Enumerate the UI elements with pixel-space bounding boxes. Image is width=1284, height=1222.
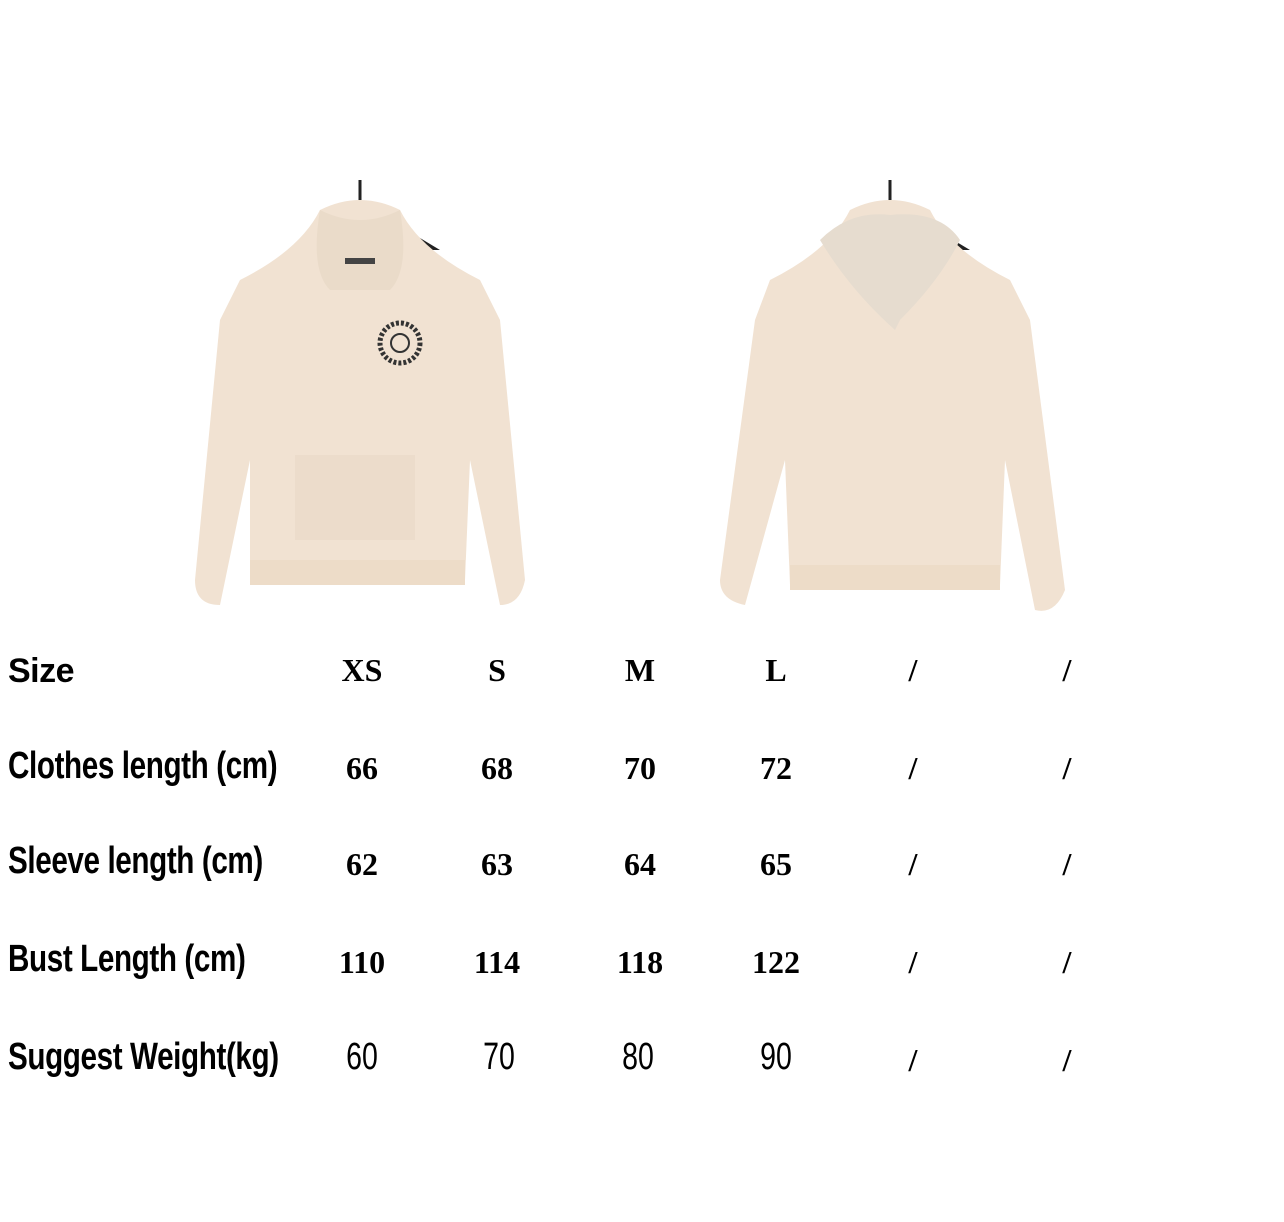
table-cell: / bbox=[1062, 944, 1072, 980]
table-cell: 60 bbox=[346, 1036, 378, 1078]
hoodie-back-image bbox=[720, 180, 1065, 611]
table-cell: 122 bbox=[752, 944, 800, 980]
table-cell: 66 bbox=[346, 750, 378, 786]
size-m: M bbox=[624, 652, 656, 688]
table-cell: 118 bbox=[616, 944, 664, 980]
row-label: Sleeve length (cm) bbox=[8, 840, 263, 882]
table-cell: 70 bbox=[483, 1036, 515, 1078]
row-label: Suggest Weight(kg) bbox=[8, 1036, 279, 1078]
size-l: L bbox=[765, 652, 787, 688]
size-s: S bbox=[488, 652, 506, 688]
table-cell: 90 bbox=[760, 1036, 792, 1078]
size-empty: / bbox=[908, 652, 918, 688]
hoodie-front-image bbox=[195, 180, 525, 605]
row-label: Bust Length (cm) bbox=[8, 938, 246, 980]
table-cell: 110 bbox=[338, 944, 386, 980]
table-cell: 62 bbox=[346, 846, 378, 882]
table-cell: / bbox=[1062, 1042, 1072, 1078]
table-cell: 68 bbox=[481, 750, 513, 786]
size-label: Size bbox=[8, 652, 75, 690]
table-cell: / bbox=[908, 750, 918, 786]
table-cell: 80 bbox=[622, 1036, 654, 1078]
table-cell: 114 bbox=[473, 944, 521, 980]
size-empty: / bbox=[1062, 652, 1072, 688]
table-cell: 70 bbox=[624, 750, 656, 786]
table-cell: / bbox=[908, 944, 918, 980]
table-cell: 65 bbox=[760, 846, 792, 882]
table-cell: 63 bbox=[481, 846, 513, 882]
row-label: Clothes length (cm) bbox=[8, 745, 278, 787]
table-cell: / bbox=[908, 846, 918, 882]
size-xs: XS bbox=[341, 652, 383, 688]
table-cell: / bbox=[1062, 846, 1072, 882]
table-cell: / bbox=[908, 1042, 918, 1078]
table-cell: 72 bbox=[760, 750, 792, 786]
table-cell: / bbox=[1062, 750, 1072, 786]
table-cell: 64 bbox=[624, 846, 656, 882]
